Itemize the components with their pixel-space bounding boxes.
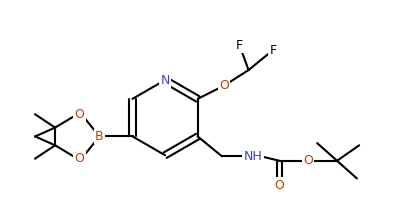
Text: B: B: [95, 130, 104, 143]
Text: N: N: [160, 73, 170, 87]
Text: O: O: [219, 79, 229, 92]
Text: O: O: [75, 108, 84, 121]
Text: F: F: [269, 44, 276, 57]
Text: O: O: [275, 179, 284, 192]
Text: O: O: [303, 154, 313, 167]
Text: NH: NH: [243, 150, 262, 163]
Text: F: F: [236, 39, 243, 52]
Text: O: O: [75, 152, 84, 165]
